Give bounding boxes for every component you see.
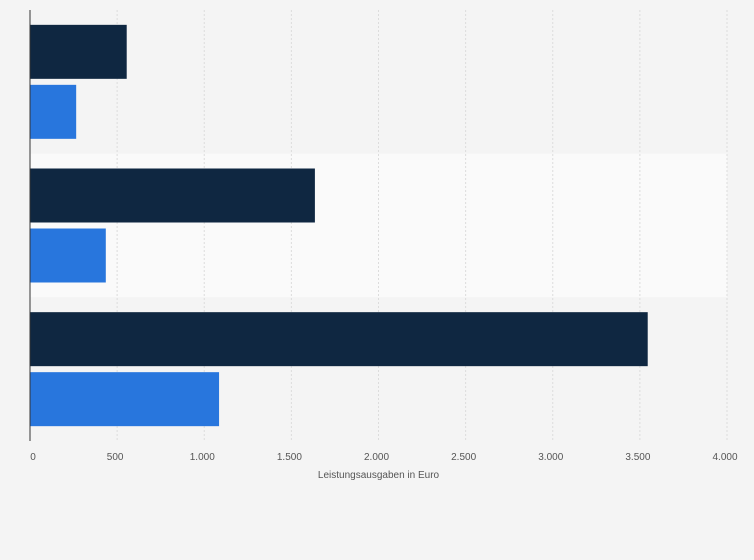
x-tick-label: 3.500 xyxy=(625,452,650,463)
x-tick-label: 4.000 xyxy=(712,452,737,463)
bar xyxy=(30,24,127,79)
x-tick-label: 2.000 xyxy=(364,452,389,463)
x-tick-label: 1.500 xyxy=(277,452,302,463)
x-tick-label: 500 xyxy=(107,452,124,463)
bars xyxy=(30,24,648,427)
x-axis-title: Leistungsausgaben in Euro xyxy=(318,470,440,481)
bar xyxy=(30,312,648,367)
bar xyxy=(30,84,77,139)
x-tick-labels: 0 500 1.000 1.500 2.000 2.500 3.000 3.500 4.000 xyxy=(30,452,738,463)
x-tick-label: 1.000 xyxy=(190,452,215,463)
x-tick-label: 2.500 xyxy=(451,452,476,463)
x-tick-label: 3.000 xyxy=(538,452,563,463)
x-tick-label: 0 xyxy=(30,452,36,463)
bar xyxy=(30,228,106,283)
bar xyxy=(30,168,315,223)
category-band xyxy=(30,10,727,154)
bar xyxy=(30,372,220,427)
